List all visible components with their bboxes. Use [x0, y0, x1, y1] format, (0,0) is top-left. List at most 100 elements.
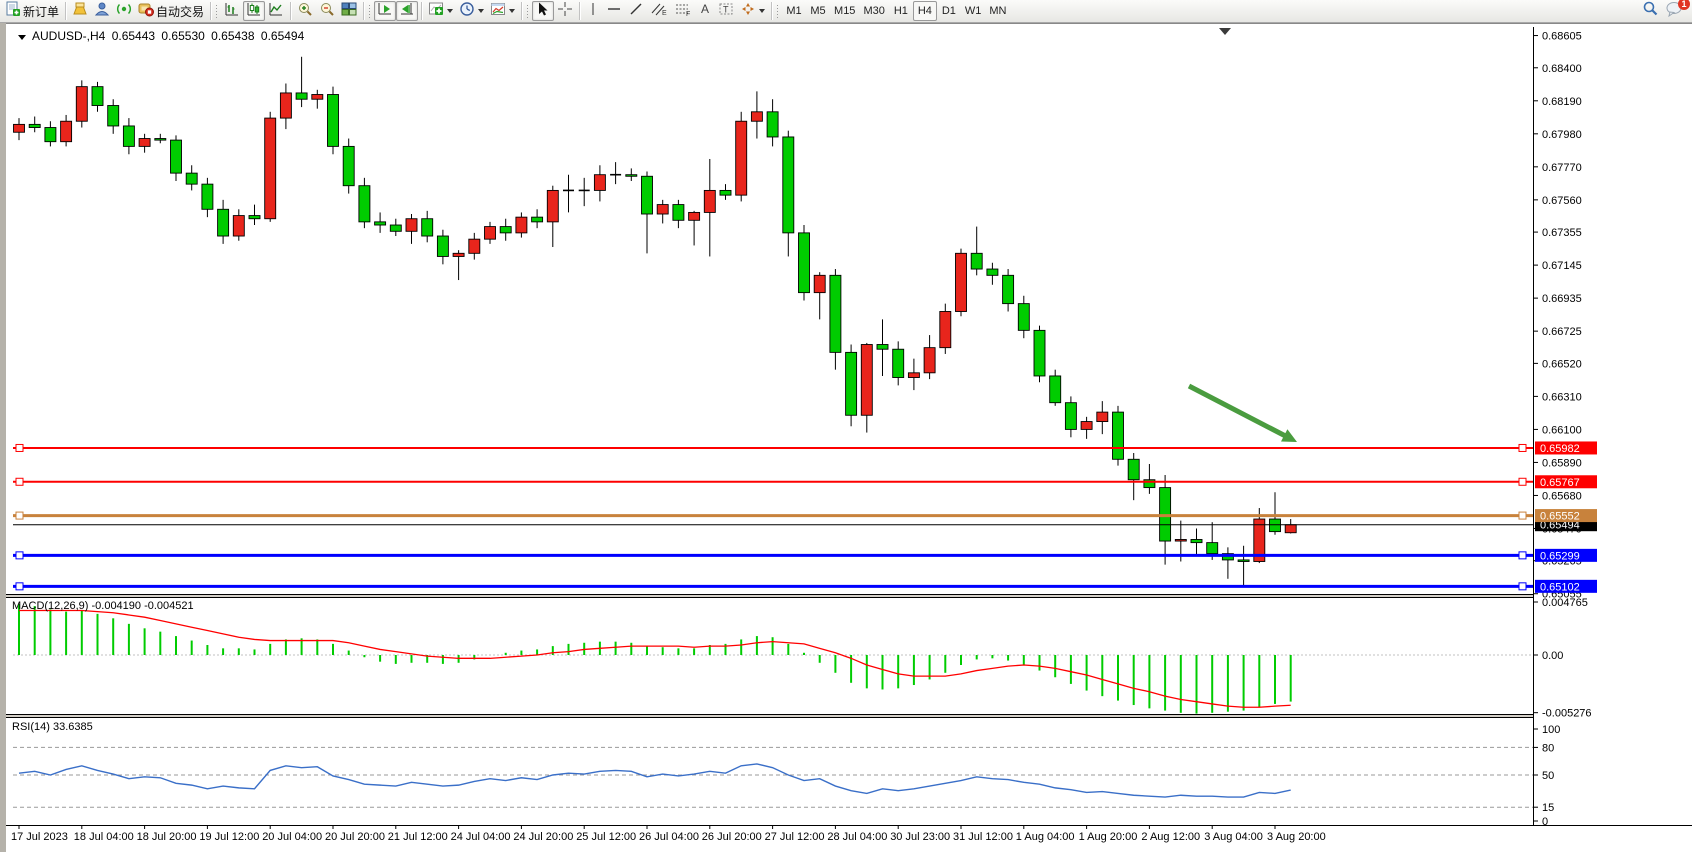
time-axis-label: 19 Jul 12:00	[199, 831, 259, 843]
timeframe-button-D1[interactable]: D1	[941, 5, 956, 17]
line-handle[interactable]	[1518, 477, 1527, 486]
timeframe-button-H1[interactable]: H1	[893, 5, 908, 17]
chat-bubble-icon	[1665, 0, 1683, 22]
bullish-candle	[656, 204, 669, 215]
bearish-candle	[327, 94, 339, 147]
bearish-candle	[91, 86, 104, 106]
price-badge-bg	[1535, 548, 1597, 562]
indicators-button[interactable]	[425, 1, 456, 21]
bullish-candle	[484, 226, 496, 240]
time-axis-label: 20 Jul 20:00	[325, 831, 385, 843]
bearish-candle	[1064, 402, 1077, 430]
pane-separator[interactable]	[6, 594, 1533, 598]
bullish-candle	[232, 215, 245, 237]
timeframe-button-MN[interactable]: MN	[989, 5, 1007, 17]
periods-button[interactable]	[456, 1, 487, 21]
line-chart-icon	[268, 1, 284, 22]
trend-arrow-head[interactable]	[1281, 429, 1297, 442]
zoom-out-button[interactable]	[316, 1, 338, 21]
arrows-button[interactable]	[737, 1, 768, 21]
price-axis-label: 0.68190	[1542, 96, 1582, 108]
arrows-dropdown-caret	[759, 9, 766, 13]
bearish-candle	[1049, 375, 1062, 404]
price-axis-label: 0.68400	[1542, 63, 1582, 75]
text-button[interactable]: A	[695, 1, 715, 21]
bearish-candle	[1237, 559, 1250, 562]
timeframe-button-M15[interactable]: M15	[834, 5, 856, 17]
timeframe-button-H4[interactable]: H4	[912, 1, 937, 21]
time-axis-label: 18 Jul 20:00	[137, 831, 197, 843]
chart-shift-marker[interactable]	[1219, 28, 1231, 35]
bearish-candle	[1127, 458, 1140, 481]
autotrading-icon	[138, 1, 155, 22]
rsi-axis-label: 0	[1542, 816, 1548, 828]
bearish-candle	[389, 224, 402, 232]
line-handle[interactable]	[15, 443, 24, 452]
crosshair-button[interactable]	[554, 1, 576, 21]
timeframe-button-M5[interactable]: M5	[810, 5, 826, 17]
vertical-line-button[interactable]	[583, 1, 603, 21]
line-handle[interactable]	[15, 551, 24, 560]
tile-windows-button[interactable]	[338, 1, 360, 21]
chart-menu-caret-icon[interactable]	[18, 35, 26, 40]
bearish-candle	[782, 136, 795, 234]
price-axis-label: 0.66935	[1542, 293, 1582, 305]
trend-arrow[interactable]	[1187, 383, 1290, 440]
pane-separator[interactable]	[6, 714, 1533, 718]
periods-dropdown-caret	[478, 9, 485, 13]
mql5-community-button[interactable]	[91, 1, 113, 21]
hline-price-badge: 0.65299	[1540, 550, 1580, 562]
timeframe-button-M1[interactable]: M1	[786, 5, 802, 17]
bearish-candle	[358, 185, 371, 223]
text-label-icon: T	[718, 1, 734, 22]
bullish-candle	[939, 311, 952, 349]
autotrading-button[interactable]: 自动交易	[135, 1, 207, 21]
price-axis-label: 0.65890	[1542, 457, 1582, 469]
templates-button[interactable]	[487, 1, 518, 21]
signals-button[interactable]	[113, 1, 135, 21]
timeframe-button-M30[interactable]: M30	[863, 5, 885, 17]
toolbar: 新订单 自动交易	[0, 0, 1692, 23]
chart-canvas: 0.68605 0.68400 0.68190 0.67980 0.67770 0.675…	[6, 23, 1692, 843]
fibonacci-button[interactable]: F	[671, 1, 695, 21]
line-handle[interactable]	[1518, 551, 1527, 560]
line-handle[interactable]	[1518, 511, 1527, 520]
community-chat-button[interactable]: 1	[1662, 0, 1690, 22]
bar-chart-icon	[224, 1, 240, 22]
line-handle[interactable]	[1518, 582, 1527, 591]
equidistant-channel-button[interactable]: E	[647, 1, 671, 21]
zoom-in-button[interactable]	[294, 1, 316, 21]
new-order-button[interactable]: 新订单	[2, 1, 62, 21]
line-handle[interactable]	[15, 582, 24, 591]
search-button[interactable]	[1639, 1, 1662, 21]
bullish-candle	[688, 211, 701, 221]
time-axis-label: 1 Aug 04:00	[1016, 831, 1075, 843]
text-label-button[interactable]: T	[715, 1, 737, 21]
toolbar-separator	[771, 2, 773, 20]
bar-chart-button[interactable]	[221, 1, 243, 21]
candlestick-chart-button[interactable]	[243, 1, 266, 21]
line-handle[interactable]	[1518, 443, 1527, 452]
notification-badge: 1	[1678, 0, 1690, 10]
toolbar-separator	[363, 2, 365, 20]
line-chart-button[interactable]	[265, 1, 287, 21]
trendline-button[interactable]	[625, 1, 647, 21]
price-axis-label: 0.67980	[1542, 129, 1582, 141]
time-axis-label: 24 Jul 20:00	[513, 831, 573, 843]
line-handle[interactable]	[15, 477, 24, 486]
clock-icon	[459, 1, 475, 22]
bearish-candle	[1002, 274, 1015, 305]
auto-scroll-button[interactable]	[374, 1, 397, 21]
bearish-candle	[1190, 539, 1203, 544]
horizontal-line-button[interactable]	[603, 1, 625, 21]
bearish-candle	[892, 348, 905, 378]
timeframe-button-W1[interactable]: W1	[964, 5, 982, 17]
line-handle[interactable]	[15, 511, 24, 520]
bearish-candle	[295, 92, 308, 100]
charts-profile-button[interactable]	[69, 1, 91, 21]
cursor-button[interactable]	[532, 1, 555, 21]
profile-icon	[72, 1, 88, 22]
chart-shift-button[interactable]	[396, 1, 419, 21]
bearish-candle	[185, 172, 198, 185]
